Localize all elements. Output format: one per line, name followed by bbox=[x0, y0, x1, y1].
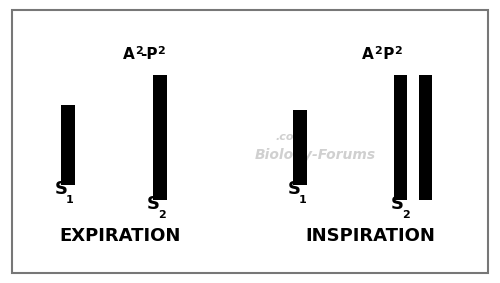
Text: 1: 1 bbox=[66, 195, 74, 205]
Text: 2: 2 bbox=[402, 210, 410, 220]
Text: S: S bbox=[288, 180, 301, 198]
Text: S: S bbox=[391, 195, 404, 213]
Text: Biology-Forums: Biology-Forums bbox=[255, 148, 376, 162]
Text: 2: 2 bbox=[394, 46, 402, 56]
Text: 2: 2 bbox=[158, 210, 166, 220]
Bar bbox=[418, 75, 432, 200]
Text: A: A bbox=[123, 47, 135, 62]
Text: 1: 1 bbox=[299, 195, 307, 205]
Bar bbox=[153, 75, 167, 200]
Bar bbox=[293, 110, 307, 185]
Text: S: S bbox=[55, 180, 68, 198]
Bar bbox=[61, 105, 75, 185]
Text: A: A bbox=[362, 47, 374, 62]
Text: P: P bbox=[378, 47, 394, 62]
Text: -P: -P bbox=[140, 47, 158, 62]
Text: S: S bbox=[147, 195, 160, 213]
Text: 2: 2 bbox=[374, 46, 382, 56]
Text: INSPIRATION: INSPIRATION bbox=[305, 227, 435, 245]
Text: 2: 2 bbox=[135, 46, 143, 56]
Text: 2: 2 bbox=[157, 46, 165, 56]
Text: EXPIRATION: EXPIRATION bbox=[60, 227, 180, 245]
Bar bbox=[394, 75, 406, 200]
Text: .com: .com bbox=[275, 132, 305, 142]
